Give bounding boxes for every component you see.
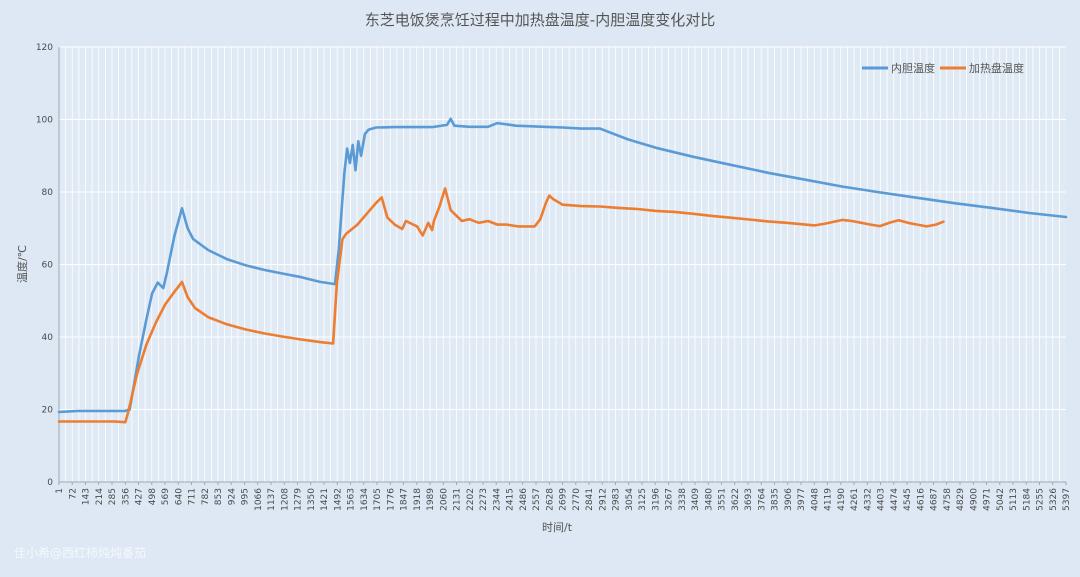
series-line-inner-pot-temp — [57, 117, 1068, 414]
x-tick-label: 4758 — [943, 488, 953, 511]
x-tick-label: 4687 — [930, 488, 940, 511]
x-tick-label: 2060 — [439, 488, 449, 511]
y-axis-label: 温度/℃ — [15, 245, 29, 283]
legend-label-inner-pot: 内胆温度 — [891, 61, 935, 75]
x-tick-label: 3551 — [718, 488, 728, 511]
x-tick-label: 1918 — [413, 488, 423, 511]
x-tick-label: 3338 — [678, 488, 688, 511]
x-tick-label: 5326 — [1049, 488, 1059, 511]
x-tick-label: 3409 — [691, 488, 701, 511]
x-tick-label: 1563 — [347, 488, 357, 511]
x-tick-label: 1421 — [320, 488, 330, 511]
x-tick-label: 5113 — [1009, 488, 1019, 511]
x-tick-label: 1350 — [307, 488, 317, 511]
x-tick-label: 2557 — [532, 488, 542, 511]
x-tick-label: 4048 — [810, 488, 820, 511]
x-tick-label: 640 — [174, 488, 184, 505]
x-tick-label: 1705 — [373, 488, 383, 511]
x-tick-label: 4119 — [824, 488, 834, 511]
x-tick-label: 1137 — [267, 488, 277, 511]
x-tick-label: 2202 — [466, 488, 476, 511]
x-tick-label: 2983 — [612, 488, 622, 511]
x-tick-label: 569 — [161, 488, 171, 505]
y-tick-label: 120 — [36, 43, 53, 53]
legend: 内胆温度 加热盘温度 — [862, 61, 1024, 75]
x-tick-label: 3977 — [797, 488, 807, 511]
x-tick-label: 924 — [227, 488, 237, 505]
y-tick-label: 20 — [42, 406, 54, 416]
x-tick-label: 2841 — [585, 488, 595, 511]
x-tick-label: 3764 — [757, 488, 767, 511]
y-tick-label: 0 — [47, 478, 53, 488]
x-tick-label: 4261 — [850, 488, 860, 511]
y-tick-label: 60 — [42, 261, 54, 271]
x-tick-label: 3480 — [704, 488, 714, 511]
x-tick-label: 4403 — [877, 488, 887, 511]
y-tick-label: 100 — [36, 116, 53, 126]
x-tick-label: 4190 — [837, 488, 847, 511]
x-tick-label: 2486 — [519, 488, 529, 511]
chart-title: 东芝电饭煲烹饪过程中加热盘温度-内胆温度变化对比 — [365, 11, 715, 29]
x-tick-label: 427 — [135, 488, 145, 505]
y-tick-label: 80 — [42, 188, 54, 198]
x-tick-label: 3054 — [625, 488, 635, 511]
x-tick-label: 2415 — [506, 488, 516, 511]
legend-label-heating-plate: 加热盘温度 — [969, 61, 1024, 75]
x-axis-label: 时间/t — [542, 521, 573, 534]
x-tick-label: 4829 — [956, 488, 966, 511]
x-tick-label: 2344 — [492, 488, 502, 511]
x-tick-label: 3267 — [665, 488, 675, 511]
x-tick-label: 1279 — [294, 488, 304, 511]
x-tick-label: 1208 — [280, 488, 290, 511]
y-tick-label: 40 — [42, 333, 54, 343]
x-tick-label: 498 — [148, 488, 158, 505]
x-tick-label: 3196 — [651, 488, 661, 511]
x-tick-label: 356 — [121, 488, 131, 505]
x-tick-label: 4545 — [903, 488, 913, 511]
x-tick-label: 2912 — [598, 488, 608, 511]
x-tick-label: 214 — [95, 488, 105, 505]
x-tick-label: 2628 — [545, 488, 555, 511]
grid-layer — [59, 46, 1066, 482]
x-tick-label: 4971 — [983, 488, 993, 511]
x-tick-label: 4332 — [863, 488, 873, 511]
series-line-heating-plate-temp — [57, 187, 945, 424]
x-tick-label: 782 — [201, 488, 211, 505]
x-tick-label: 5042 — [996, 488, 1006, 511]
x-tick-label: 3906 — [784, 488, 794, 511]
x-tick-label: 995 — [241, 488, 251, 505]
x-tick-label: 5184 — [1022, 488, 1032, 511]
x-tick-label: 1634 — [360, 488, 370, 511]
x-tick-label: 3693 — [744, 488, 754, 511]
x-tick-label: 285 — [108, 488, 118, 505]
x-tick-label: 2131 — [453, 488, 463, 511]
x-tick-label: 1847 — [400, 488, 410, 511]
x-tick-label: 72 — [68, 488, 78, 499]
x-tick-label: 3622 — [731, 488, 741, 511]
series-layer — [57, 117, 1068, 424]
x-tick-label: 1 — [55, 488, 65, 494]
x-tick-label: 2699 — [559, 488, 569, 511]
x-tick-label: 1492 — [333, 488, 343, 511]
x-tick-label: 1066 — [254, 488, 264, 511]
x-tick-label: 2273 — [479, 488, 489, 511]
x-tick-label: 1776 — [386, 488, 396, 511]
x-tick-label: 5397 — [1062, 488, 1072, 511]
x-tick-label: 853 — [214, 488, 224, 505]
x-tick-label: 4900 — [969, 488, 979, 511]
x-tick-label: 143 — [82, 488, 92, 505]
x-tick-label: 5255 — [1036, 488, 1046, 511]
axis-layer: 0 20 40 60 80 100 120 1 72 143 214 285 356 427 498 569 6… — [36, 43, 1072, 511]
x-tick-label: 711 — [188, 488, 198, 505]
x-tick-label: 4616 — [916, 488, 926, 511]
x-tick-label: 1989 — [426, 488, 436, 511]
watermark-text: 佳小希@西红柿炖炖番茄 — [14, 545, 146, 560]
x-tick-label: 3835 — [771, 488, 781, 511]
x-tick-label: 2770 — [572, 488, 582, 511]
x-tick-label: 3125 — [638, 488, 648, 511]
x-tick-label: 4474 — [890, 488, 900, 511]
